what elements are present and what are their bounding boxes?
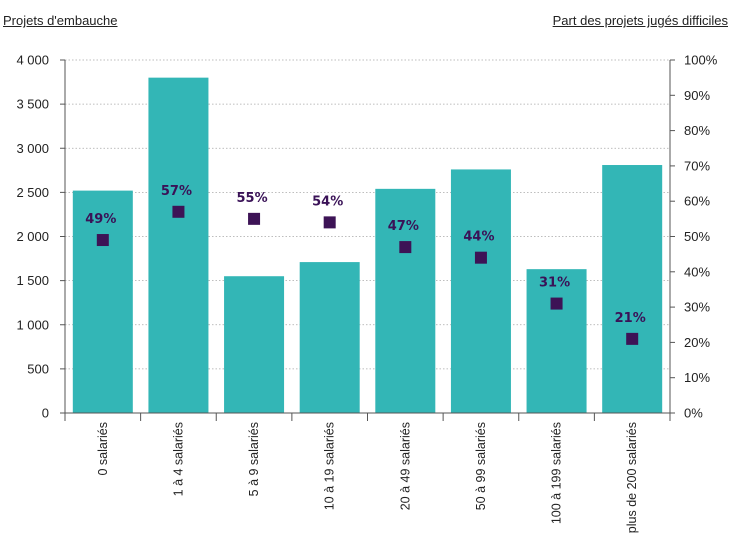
category-label: 20 à 49 salariés xyxy=(398,422,412,510)
percentage-series: 49% 57% 55% 54% 47% 44% 31% 21% xyxy=(85,184,646,345)
left-axis-ticks: 0 500 1 000 1 500 2 000 2 500 3 000 3 500 4 000 xyxy=(16,53,65,421)
right-tick-label: 100% xyxy=(684,53,718,68)
right-tick-label: 60% xyxy=(684,194,710,209)
bar-series xyxy=(72,77,663,414)
category-label: 1 à 4 salariés xyxy=(171,422,185,496)
percentage-marker xyxy=(323,216,336,229)
left-tick-label: 3 500 xyxy=(16,97,49,112)
category-labels: 0 salariés 1 à 4 salariés 5 à 9 salariés 10… xyxy=(64,413,671,533)
right-tick-label: 90% xyxy=(684,88,710,103)
percentage-label: 57% xyxy=(161,184,192,199)
percentage-label: 44% xyxy=(463,230,494,245)
bar xyxy=(602,165,663,413)
category-label: 5 à 9 salariés xyxy=(247,422,261,496)
bar xyxy=(148,77,209,414)
percentage-marker xyxy=(474,251,487,264)
left-tick-label: 3 000 xyxy=(16,141,49,156)
percentage-marker xyxy=(626,332,639,345)
percentage-marker xyxy=(248,212,261,225)
right-tick-label: 50% xyxy=(684,229,710,244)
right-axis-title: Part des projets jugés difficiles xyxy=(552,13,728,28)
right-tick-label: 10% xyxy=(684,370,710,385)
percentage-label: 49% xyxy=(85,212,116,227)
percentage-label: 55% xyxy=(237,191,268,206)
left-tick-label: 1 000 xyxy=(16,317,49,332)
bar xyxy=(224,276,285,413)
percentage-label: 21% xyxy=(615,311,646,326)
bar xyxy=(450,169,511,413)
category-label: 0 salariés xyxy=(96,422,110,476)
left-tick-label: 2 000 xyxy=(16,229,49,244)
percentage-marker xyxy=(172,205,185,218)
category-label: 50 à 99 salariés xyxy=(474,422,488,510)
left-tick-label: 4 000 xyxy=(16,53,49,68)
right-axis-ticks: 0% 10% 20% 30% 40% 50% 60% 70% 80% 90% 100% xyxy=(670,53,718,421)
category-label: 10 à 19 salariés xyxy=(323,422,337,510)
left-tick-label: 0 xyxy=(42,406,49,421)
right-tick-label: 20% xyxy=(684,335,710,350)
right-tick-label: 70% xyxy=(684,158,710,173)
left-axis-title: Projets d'embauche xyxy=(3,13,118,28)
left-tick-label: 1 500 xyxy=(16,273,49,288)
bar xyxy=(72,190,133,413)
percentage-label: 47% xyxy=(388,219,419,234)
percentage-label: 31% xyxy=(539,276,570,291)
category-label: plus de 200 salariés xyxy=(625,422,639,533)
right-tick-label: 30% xyxy=(684,300,710,315)
bar xyxy=(526,269,587,413)
bar xyxy=(299,262,360,413)
percentage-marker xyxy=(550,297,563,310)
bar xyxy=(375,188,436,413)
left-tick-label: 500 xyxy=(27,361,49,376)
left-tick-label: 2 500 xyxy=(16,185,49,200)
percentage-marker xyxy=(399,241,412,254)
percentage-label: 54% xyxy=(312,194,343,209)
right-tick-label: 80% xyxy=(684,123,710,138)
percentage-marker xyxy=(96,234,109,247)
category-label: 100 à 199 salariés xyxy=(550,422,564,524)
right-tick-label: 0% xyxy=(684,406,703,421)
right-tick-label: 40% xyxy=(684,264,710,279)
